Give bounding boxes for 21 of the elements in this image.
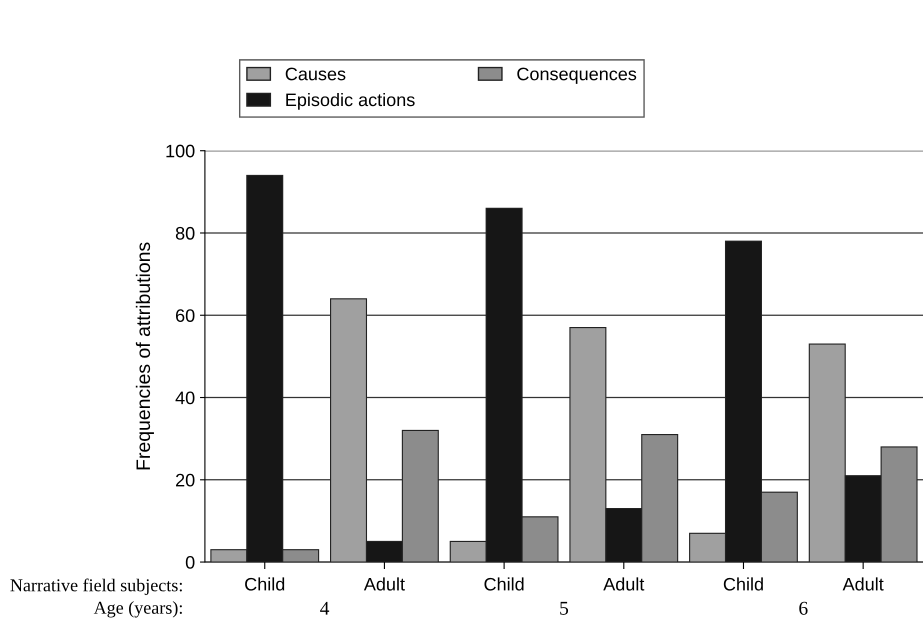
x-tick-label: Child [484, 577, 524, 591]
y-tick-label: 60 [176, 309, 194, 322]
text: 6 [799, 602, 808, 615]
legend-label: Consequences [517, 68, 636, 84]
x-tick-label: Child [245, 577, 284, 591]
text: 5 [560, 602, 568, 615]
x-tick-label: Adult [603, 577, 644, 591]
y-tick-label: 100 [166, 144, 194, 158]
y-tick-label: 80 [176, 226, 194, 240]
y-tick-label: 0 [186, 556, 194, 569]
text: Age (years): [94, 601, 182, 618]
x-tick-label: Child [724, 577, 763, 591]
legend-label: Episodic actions [286, 92, 415, 110]
text: 4 [320, 602, 330, 615]
x-tick-label: Adult [842, 577, 884, 591]
y-tick-label: 20 [176, 474, 194, 487]
y-tick-label: 40 [176, 391, 194, 404]
legend-label: Causes [286, 68, 346, 80]
text: Narrative field subjects: [10, 578, 182, 596]
y-axis-title: Frequencies of attributions [136, 242, 154, 470]
x-tick-label: Adult [364, 577, 405, 591]
